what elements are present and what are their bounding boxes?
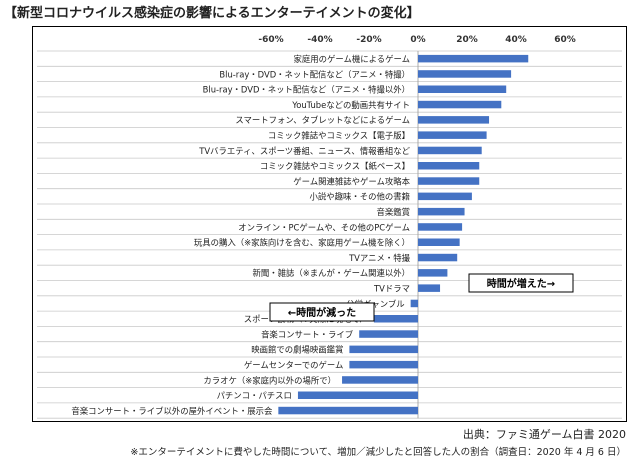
- bar: [278, 406, 418, 415]
- annotation-time-increased: 時間が増えた→: [487, 277, 555, 290]
- category-label: Blu-ray・DVD・ネット配信など（アニメ・特撮）: [219, 69, 410, 79]
- category-label: コミック雑誌やコミックス【電子版】: [268, 130, 410, 140]
- bar: [418, 192, 472, 201]
- annotation-time-increased-box: [468, 273, 574, 293]
- bar: [342, 376, 418, 384]
- category-label: ゲームセンターでのゲーム: [244, 360, 344, 370]
- page-title: 【新型コロナウイルス感染症の影響によるエンターテイメントの変化】: [4, 6, 420, 21]
- category-label: パチンコ・パチスロ: [217, 391, 292, 401]
- category-label: 公営ギャンブル: [346, 299, 404, 309]
- category-label: Blu-ray・DVD・ネット配信など（アニメ・特撮以外）: [203, 85, 410, 95]
- category-label: スマートフォン、タブレットなどによるゲーム: [235, 115, 410, 125]
- x-tick-label: 20%: [456, 35, 478, 45]
- footnote: ※エンターテイメントに費やした時間について、増加／減少したと回答した人の割合（調…: [130, 447, 626, 458]
- bar: [349, 345, 418, 354]
- category-label: YouTubeなどの動画共有サイト: [291, 100, 410, 110]
- category-label: 新聞・雑誌（※まんが・ゲーム関連以外）: [252, 268, 410, 278]
- bar: [418, 85, 507, 93]
- category-label: コミック雑誌やコミックス【紙ベース】: [260, 161, 410, 171]
- category-label: 小説や趣味・その他の書籍: [310, 192, 411, 202]
- bar: [418, 238, 460, 246]
- x-tick-label: -40%: [307, 35, 332, 45]
- category-label: 玩具の購入（※家族向けを含む、家庭用ゲーム機を除く）: [194, 238, 410, 248]
- category-label: 家庭用のゲーム機によるゲーム: [294, 54, 411, 64]
- category-label: オンライン・PCゲームや、その他のPCゲーム: [238, 222, 410, 232]
- bar: [349, 360, 418, 369]
- category-label: 音楽鑑賞: [377, 207, 411, 217]
- bar: [418, 284, 441, 292]
- category-label: 音楽コンサート・ライブ以外の屋外イベント・展示会: [71, 406, 273, 416]
- x-tick-label: -60%: [258, 35, 283, 45]
- category-label: TVドラマ: [373, 283, 410, 293]
- bar: [418, 253, 458, 262]
- category-label: 映画館での劇場映画鑑賞: [251, 345, 343, 355]
- bar: [418, 146, 482, 155]
- bar: [297, 391, 418, 399]
- x-tick-label: 60%: [554, 35, 576, 45]
- bar: [410, 299, 418, 308]
- category-label: TVアニメ・特撮: [348, 253, 411, 263]
- category-label: 音楽コンサート・ライブ: [261, 329, 354, 339]
- bar: [418, 131, 487, 139]
- category-label: ゲーム関連雑誌やゲーム攻略本: [293, 176, 410, 186]
- bar: [418, 177, 480, 185]
- source-credit: 出典：ファミ通ゲーム白書 2020: [462, 428, 626, 441]
- bar: [418, 54, 529, 63]
- bar: [418, 70, 512, 78]
- category-label: TVバラエティ、スポーツ番組、ニュース、情報番組など: [198, 146, 410, 156]
- bar: [418, 100, 502, 109]
- bar: [418, 162, 480, 170]
- bar: [418, 116, 490, 124]
- chart-frame: [32, 26, 627, 422]
- bar: [418, 223, 463, 231]
- category-label: カラオケ（※家庭内以外の場所で）: [203, 375, 336, 385]
- bar: [359, 330, 418, 338]
- annotation-time-decreased: ←時間が減った: [288, 306, 356, 319]
- x-tick-label: -20%: [356, 35, 381, 45]
- x-tick-label: 0%: [410, 35, 425, 45]
- bar: [418, 207, 465, 216]
- annotation-time-decreased-box: [269, 302, 375, 322]
- bar: [418, 269, 448, 277]
- bar: [373, 315, 418, 323]
- x-tick-label: 40%: [505, 35, 527, 45]
